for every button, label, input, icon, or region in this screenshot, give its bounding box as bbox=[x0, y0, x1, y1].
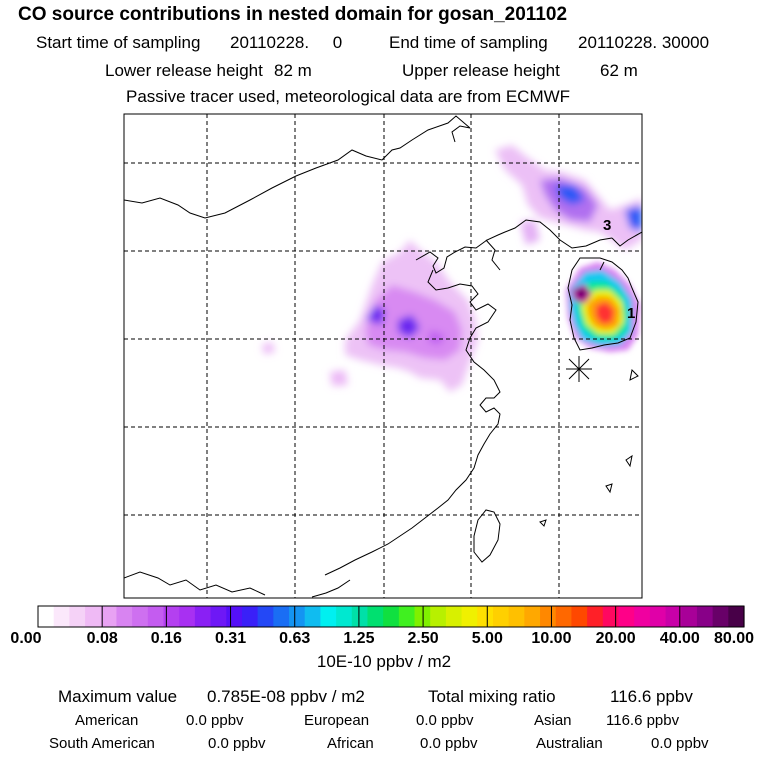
map-area bbox=[124, 114, 642, 598]
lower-release-label: Lower release height bbox=[105, 61, 263, 80]
concentration-field-china bbox=[262, 240, 478, 392]
max-value-label: Maximum value bbox=[58, 687, 178, 706]
colorbar-tick-label: 5.00 bbox=[471, 630, 503, 647]
colorbar-swatch bbox=[728, 606, 745, 627]
colorbar-frame bbox=[37, 605, 745, 628]
colorbar-swatch bbox=[226, 606, 243, 627]
colorbar-swatch bbox=[696, 606, 714, 627]
colorbar-swatch bbox=[540, 606, 557, 627]
colorbar-tick-label: 80.00 bbox=[713, 630, 755, 647]
colorbar-tick-label: 0.00 bbox=[10, 630, 42, 647]
colorbar-tick-label: 20.00 bbox=[595, 630, 636, 647]
max-value: 0.785E-08 ppbv / m2 bbox=[207, 687, 365, 706]
colorbar-swatch bbox=[367, 606, 384, 627]
colorbar-swatch bbox=[53, 606, 70, 627]
colorbar-swatch bbox=[430, 606, 447, 627]
colorbar-swatch bbox=[492, 606, 510, 627]
upper-release-value: 62 m bbox=[600, 61, 638, 80]
colorbar-swatch bbox=[273, 606, 290, 627]
colorbar-swatch bbox=[351, 606, 369, 627]
colorbar-swatch bbox=[289, 606, 306, 627]
colorbar-swatch bbox=[383, 606, 400, 627]
total-mixing-label: Total mixing ratio bbox=[428, 687, 556, 706]
colorbar-swatch bbox=[665, 606, 682, 627]
receptor-marker bbox=[566, 356, 592, 382]
colorbar-swatch bbox=[241, 606, 259, 627]
colorbar-swatch bbox=[602, 606, 620, 627]
colorbar-swatch bbox=[116, 606, 133, 627]
plot-title: CO source contributions in nested domain… bbox=[18, 4, 568, 25]
tracer-note: Passive tracer used, meteorological data… bbox=[126, 87, 571, 106]
colorbar-swatch bbox=[524, 606, 541, 627]
colorbar bbox=[37, 605, 745, 628]
colorbar-swatch bbox=[508, 606, 525, 627]
colorbar-swatch bbox=[712, 606, 729, 627]
colorbar-swatch bbox=[555, 606, 573, 627]
source-australian-label: Australian bbox=[536, 735, 603, 752]
concentration-field-peak bbox=[566, 262, 640, 352]
colorbar-swatch bbox=[477, 606, 494, 627]
colorbar-swatch bbox=[634, 606, 651, 627]
map-frame bbox=[123, 113, 643, 599]
source-european-label: European bbox=[304, 712, 370, 729]
colorbar-tick-label: 0.63 bbox=[279, 630, 311, 647]
colorbar-tick-label: 10.00 bbox=[531, 630, 572, 647]
colorbar-swatch bbox=[336, 606, 353, 627]
colorbar-swatch bbox=[85, 606, 102, 627]
colorbar-swatch bbox=[618, 606, 635, 627]
colorbar-tick-label: 1.25 bbox=[343, 630, 375, 647]
colorbar-swatch bbox=[681, 606, 698, 627]
sampling-end-label: End time of sampling bbox=[389, 33, 548, 52]
colorbar-swatch bbox=[571, 606, 588, 627]
contour-label-3: 3 bbox=[603, 217, 611, 234]
coastlines bbox=[124, 115, 642, 598]
colorbar-swatch bbox=[304, 606, 321, 627]
colorbar-unit: 10E-10 ppbv / m2 bbox=[316, 652, 452, 671]
contour-label-1: 1 bbox=[627, 305, 635, 322]
source-south-american-value: 0.0 ppbv bbox=[208, 735, 266, 752]
colorbar-tick-label: 0.31 bbox=[214, 630, 247, 647]
colorbar-swatch bbox=[147, 606, 165, 627]
concentration-field-korea bbox=[495, 145, 642, 250]
colorbar-swatch bbox=[69, 606, 86, 627]
sampling-start-label: Start time of sampling bbox=[36, 33, 201, 52]
colorbar-swatch bbox=[210, 606, 227, 627]
source-asian-value: 116.6 ppbv bbox=[606, 712, 680, 729]
colorbar-swatch bbox=[194, 606, 212, 627]
source-european-value: 0.0 ppbv bbox=[416, 712, 474, 729]
colorbar-swatch bbox=[398, 606, 416, 627]
colorbar-swatch bbox=[461, 606, 478, 627]
lower-release-value: 82 m bbox=[274, 61, 312, 80]
colorbar-tick-label: 2.50 bbox=[407, 630, 439, 647]
colorbar-swatch bbox=[179, 606, 196, 627]
source-australian-value: 0.0 ppbv bbox=[651, 735, 709, 752]
sampling-end-value: 20110228. 30000 bbox=[578, 33, 710, 52]
source-african-label: African bbox=[327, 735, 374, 752]
colorbar-swatch bbox=[587, 606, 604, 627]
sampling-start-value: 20110228. 0 bbox=[230, 33, 343, 52]
lat-lon-grid bbox=[124, 114, 642, 598]
colorbar-tick-label: 0.16 bbox=[150, 630, 182, 647]
source-asian-label: Asian bbox=[534, 712, 572, 729]
colorbar-swatch bbox=[100, 606, 118, 627]
source-south-american-label: South American bbox=[49, 735, 155, 752]
colorbar-swatch bbox=[649, 606, 667, 627]
colorbar-swatch bbox=[320, 606, 337, 627]
colorbar-swatch bbox=[132, 606, 149, 627]
source-american-label: American bbox=[75, 712, 139, 729]
source-african-value: 0.0 ppbv bbox=[420, 735, 478, 752]
colorbar-swatch bbox=[445, 606, 463, 627]
colorbar-swatch bbox=[163, 606, 180, 627]
colorbar-tick-label: 40.00 bbox=[659, 630, 700, 647]
upper-release-label: Upper release height bbox=[402, 61, 560, 80]
source-american-value: 0.0 ppbv bbox=[186, 712, 244, 729]
colorbar-swatch bbox=[257, 606, 274, 627]
colorbar-tick-label: 0.08 bbox=[86, 630, 118, 647]
total-mixing-value: 116.6 ppbv bbox=[610, 687, 693, 706]
colorbar-swatch bbox=[38, 606, 55, 627]
